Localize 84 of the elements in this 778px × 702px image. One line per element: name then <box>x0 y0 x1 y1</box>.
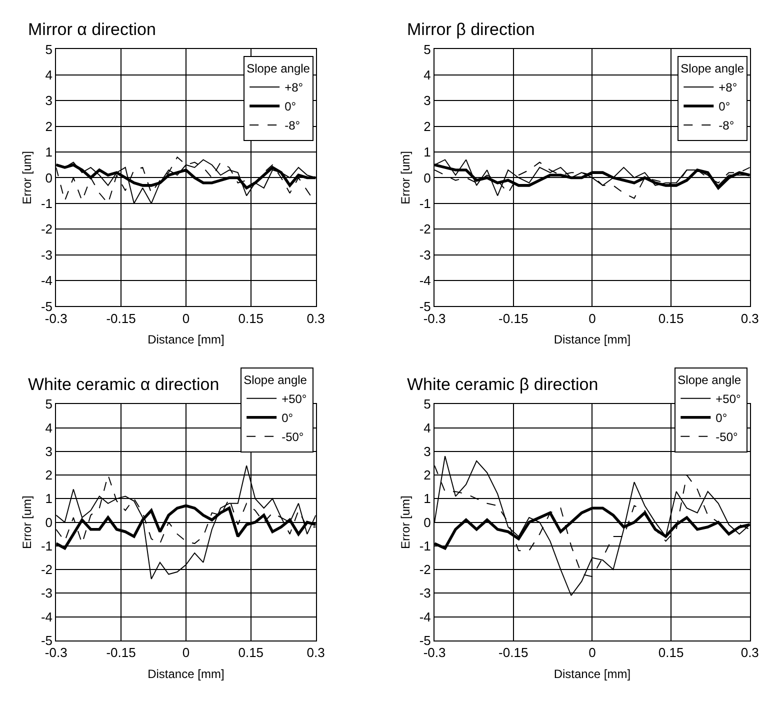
chart-title: White ceramic α direction <box>28 375 220 394</box>
legend-label: -50° <box>282 430 304 444</box>
y-tick-label: 1 <box>424 144 431 160</box>
chart-title: Mirror β direction <box>407 20 535 39</box>
x-tick-label: 0 <box>182 310 190 326</box>
y-tick-label: -4 <box>419 273 431 288</box>
x-tick-label: 0 <box>588 644 596 660</box>
x-tick-label: 0.15 <box>238 644 264 660</box>
y-tick-label: 5 <box>424 396 431 412</box>
y-tick-label: 4 <box>424 420 431 436</box>
x-tick-label: 0.15 <box>658 310 684 326</box>
y-tick-label: 0 <box>45 514 52 530</box>
x-tick-label: -0.15 <box>106 644 136 660</box>
x-tick-label: 0 <box>182 644 190 660</box>
y-tick-label: 3 <box>45 93 52 108</box>
y-tick-label: -3 <box>40 247 52 262</box>
legend-label: -8° <box>718 118 734 133</box>
y-tick-label: 0 <box>424 514 431 530</box>
y-tick-label: 5 <box>424 42 431 57</box>
y-tick-label: -3 <box>419 247 431 262</box>
x-tick-label: 0.3 <box>740 644 759 660</box>
y-tick-label: -2 <box>40 562 52 578</box>
y-tick-label: 0 <box>45 170 52 186</box>
x-tick-label: 0.3 <box>306 644 325 660</box>
y-tick-label: 3 <box>45 444 52 459</box>
y-axis-title: Error [um] <box>20 151 34 204</box>
y-tick-label: 5 <box>45 396 52 412</box>
y-tick-label: 4 <box>45 420 52 436</box>
x-axis-title: Distance [mm] <box>554 666 631 681</box>
y-tick-label: -4 <box>40 609 52 624</box>
legend-label: 0° <box>284 100 296 114</box>
y-tick-label: -3 <box>419 586 431 601</box>
legend-label: -8° <box>284 118 300 133</box>
x-tick-label: 0.3 <box>740 310 759 326</box>
y-axis-title: Error [um] <box>398 151 413 204</box>
legend-label: -50° <box>716 430 738 444</box>
y-tick-label: 3 <box>424 444 431 459</box>
y-tick-label: 2 <box>424 118 431 134</box>
y-tick-label: 4 <box>45 67 52 82</box>
y-tick-label: -1 <box>40 538 52 554</box>
legend-label: +8° <box>718 80 738 95</box>
y-tick-label: 2 <box>424 468 431 483</box>
y-tick-label: -1 <box>419 538 431 554</box>
x-axis-title: Distance [mm] <box>148 666 224 681</box>
legend-label: +50° <box>716 392 741 406</box>
legend-label: +8° <box>284 80 304 95</box>
x-tick-label: 0.3 <box>306 310 325 326</box>
y-tick-label: 1 <box>45 491 52 506</box>
legend-title: Slope angle <box>678 372 742 387</box>
x-tick-label: -0.15 <box>106 310 136 326</box>
y-tick-label: 5 <box>45 42 52 57</box>
y-axis-title: Error [um] <box>398 496 413 549</box>
y-tick-label: 4 <box>424 67 431 82</box>
y-tick-label: -2 <box>419 562 431 578</box>
x-tick-label: -0.15 <box>498 644 528 660</box>
legend-label: +50° <box>282 392 307 406</box>
x-tick-label: 0 <box>588 310 596 326</box>
y-tick-label: 2 <box>45 468 52 483</box>
y-tick-label: -4 <box>419 609 431 624</box>
y-tick-label: -1 <box>40 196 52 211</box>
x-tick-label: 0.15 <box>658 644 684 660</box>
chart-title: Mirror α direction <box>28 20 156 39</box>
legend-title: Slope angle <box>680 62 744 76</box>
y-tick-label: -3 <box>40 586 52 601</box>
x-tick-label: 0.15 <box>238 310 264 326</box>
x-axis-title: Distance [mm] <box>554 332 631 347</box>
y-axis-title: Error [um] <box>20 496 34 549</box>
x-axis-title: Distance [mm] <box>148 332 224 347</box>
y-tick-label: -2 <box>40 222 52 237</box>
y-tick-label: 3 <box>424 93 431 108</box>
y-tick-label: -2 <box>419 222 431 237</box>
legend-label: 0° <box>718 100 730 114</box>
chart-title: White ceramic β direction <box>407 375 598 394</box>
y-tick-label: -4 <box>40 273 52 288</box>
legend-title: Slope angle <box>244 372 308 387</box>
x-tick-label: -0.15 <box>498 310 528 326</box>
y-tick-label: -1 <box>419 196 431 211</box>
legend-label: 0° <box>716 411 728 426</box>
legend-label: 0° <box>282 411 294 426</box>
y-tick-label: 0 <box>424 170 431 186</box>
y-tick-label: 2 <box>45 118 52 134</box>
legend-title: Slope angle <box>246 62 310 76</box>
y-tick-label: 1 <box>424 491 431 506</box>
y-tick-label: 1 <box>45 144 52 160</box>
